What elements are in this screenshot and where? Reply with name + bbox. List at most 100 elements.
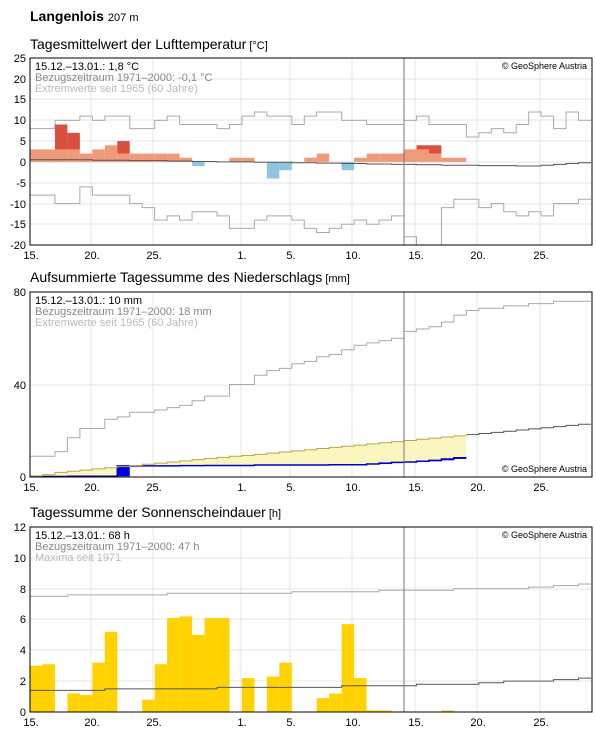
precipitation-reference-line [466, 423, 591, 436]
sunshine-bar [217, 617, 230, 712]
precipitation-xtick-label: 10. [345, 482, 360, 494]
sunshine-bar [379, 710, 392, 712]
temperature-plot-frame [29, 57, 593, 246]
station-name: Langenlois [30, 8, 104, 24]
temperature-min-extreme-line [30, 186, 591, 246]
precipitation-title: Aufsummierte Tagessumme des Niederschlag… [30, 269, 323, 285]
sunshine-xtick-label: 15. [408, 717, 423, 729]
temperature-ytick-label: -5 [16, 178, 26, 190]
sunshine-xtick-label: 25. [533, 717, 548, 729]
precipitation-reference-upper-line [30, 435, 467, 477]
temperature-bar [104, 145, 118, 162]
temperature-panel-title: Tagesmittelwert der Lufttemperatur [°C] [30, 36, 268, 52]
sunshine-xtick-label: 5. [286, 717, 295, 729]
temperature-bar [154, 153, 168, 162]
temperature-bar [167, 153, 180, 162]
sunshine-bar [142, 699, 155, 712]
temperature-extreme-bar [428, 145, 442, 154]
sunshine-ytick-label: 8 [20, 584, 26, 596]
temperature-ytick-label: -15 [10, 219, 26, 231]
precipitation-daily-block [117, 465, 130, 477]
temperature-xtick-label: 15. [408, 250, 423, 262]
sunshine-legend-current: 15.12.–13.01.: 68 h [35, 530, 130, 542]
station-header: Langenlois 207 m [30, 8, 138, 24]
temperature-bar [316, 153, 330, 162]
temperature-xtick-label: 15. [23, 250, 38, 262]
station-elevation: 207 m [107, 12, 139, 24]
temperature-bar [428, 153, 442, 162]
temperature-bar [379, 153, 392, 162]
sunshine-ytick-label: 0 [20, 707, 26, 719]
precipitation-deficit-area [30, 435, 467, 477]
temperature-ytick-label: 20 [14, 74, 26, 86]
precipitation-unit: [mm] [325, 273, 350, 285]
temperature-xtick-label: 20. [470, 250, 485, 262]
sunshine-xtick-label: 20. [470, 717, 485, 729]
precipitation-xtick-label: 25. [533, 482, 548, 494]
sunshine-xtick-label: 10. [345, 717, 360, 729]
sunshine-title: Tagessumme der Sonnenscheindauer [30, 504, 266, 520]
temperature-max-extreme-line [30, 111, 591, 138]
temperature-unit: [°C] [249, 40, 268, 52]
sunshine-xtick-label: 25. [146, 717, 161, 729]
sunshine-unit: [h] [268, 508, 282, 520]
sunshine-bar [167, 617, 180, 712]
sunshine-ytick-label: 2 [20, 676, 26, 688]
sunshine-bar [67, 693, 80, 712]
temperature-copyright: © GeoSphere Austria [502, 61, 587, 71]
temperature-ytick-label: -20 [10, 240, 26, 252]
precipitation-daily-block [428, 460, 442, 462]
sunshine-bar [154, 664, 168, 712]
precipitation-xtick-label: 1. [237, 482, 246, 494]
sunshine-bar [104, 631, 118, 712]
temperature-ytick-label: 10 [14, 115, 26, 127]
precipitation-xtick-label: 15. [408, 482, 423, 494]
temperature-extreme-bar [117, 141, 130, 154]
precipitation-xtick-label: 20. [470, 482, 485, 494]
precipitation-max-extreme-line [30, 300, 591, 457]
sunshine-ytick-label: 6 [20, 614, 26, 626]
temperature-xtick-label: 25. [146, 250, 161, 262]
precipitation-plot-frame [29, 291, 593, 478]
precipitation-xtick-label: 25. [146, 482, 161, 494]
temperature-bar [266, 161, 280, 179]
temperature-bar [129, 153, 143, 162]
sunshine-bar [241, 678, 255, 712]
sunshine-bar [366, 710, 380, 712]
temperature-bar [304, 157, 317, 162]
temperature-bar [279, 161, 292, 171]
temperature-bar [229, 157, 242, 162]
sunshine-bar [341, 624, 355, 712]
precipitation-xtick-label: 20. [84, 482, 99, 494]
precipitation-xtick-label: 15. [23, 482, 38, 494]
precipitation-ytick-label: 80 [14, 287, 26, 299]
sunshine-reference-line [30, 677, 591, 691]
temperature-bar [354, 157, 367, 162]
temperature-title: Tagesmittelwert der Lufttemperatur [30, 36, 247, 52]
temperature-legend-current: 15.12.–13.01.: 1,8 °C [35, 61, 139, 73]
sunshine-bar [179, 616, 193, 712]
sunshine-bar [79, 695, 93, 712]
temperature-xtick-label: 1. [237, 250, 246, 262]
sunshine-bar [204, 617, 217, 712]
temperature-ytick-label: 15 [14, 94, 26, 106]
temperature-bar [67, 149, 80, 162]
sunshine-bar [329, 693, 342, 712]
temperature-bar [416, 149, 429, 162]
temperature-xtick-label: 20. [84, 250, 99, 262]
temperature-extreme-bar [67, 132, 80, 150]
temperature-xtick-label: 25. [533, 250, 548, 262]
sunshine-panel-title: Tagessumme der Sonnenscheindauer [h] [30, 504, 281, 520]
temperature-bar [92, 149, 105, 162]
precipitation-ytick-label: 40 [14, 380, 26, 392]
sunshine-bar [354, 678, 367, 712]
temperature-bar [341, 161, 355, 171]
temperature-bar [54, 149, 68, 162]
sunshine-legend-extremes: Maxima seit 1971 [35, 552, 121, 564]
sunshine-xtick-label: 20. [84, 717, 99, 729]
sunshine-bar [441, 710, 454, 712]
sunshine-xtick-label: 1. [237, 717, 246, 729]
temperature-extreme-bar [416, 145, 429, 150]
temperature-bar [79, 153, 93, 162]
